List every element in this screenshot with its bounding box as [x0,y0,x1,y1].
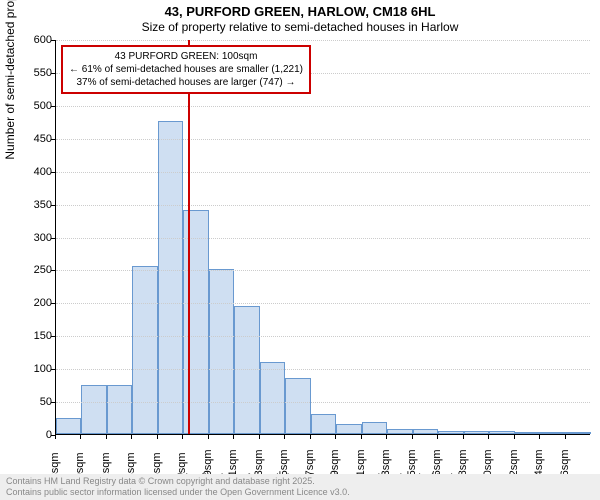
y-tick-label: 500 [34,100,52,112]
footer-attribution: Contains HM Land Registry data © Crown c… [0,474,600,500]
x-tick-mark [233,435,234,439]
histogram-bar [311,414,336,434]
histogram-bar [515,432,540,434]
gridline [56,402,590,403]
x-tick-mark [437,435,438,439]
histogram-bar [362,422,387,434]
x-tick-mark [106,435,107,439]
x-tick-mark [539,435,540,439]
histogram-bar [132,266,157,434]
y-tick-mark [51,106,55,107]
histogram-bar [107,385,132,434]
y-tick-mark [51,73,55,74]
histogram-bar [540,432,565,434]
y-tick-mark [51,40,55,41]
histogram-bar [260,362,285,434]
y-tick-label: 250 [34,264,52,276]
histogram-bar [56,418,81,434]
histogram-bar [81,385,106,434]
x-tick-mark [514,435,515,439]
chart-title: 43, PURFORD GREEN, HARLOW, CM18 6HL [0,4,600,19]
x-tick-mark [157,435,158,439]
x-tick-mark [488,435,489,439]
gridline [56,40,590,41]
x-tick-mark [131,435,132,439]
x-tick-mark [412,435,413,439]
gridline [56,172,590,173]
chart-container: 43, PURFORD GREEN, HARLOW, CM18 6HL Size… [0,0,600,500]
x-tick-mark [208,435,209,439]
y-tick-label: 550 [34,67,52,79]
y-tick-mark [51,369,55,370]
y-tick-mark [51,270,55,271]
y-tick-mark [51,238,55,239]
y-tick-mark [51,205,55,206]
y-tick-label: 150 [34,330,52,342]
x-tick-mark [386,435,387,439]
gridline [56,139,590,140]
x-tick-mark [284,435,285,439]
histogram-bar [285,378,310,434]
x-tick-mark [80,435,81,439]
y-tick-label: 350 [34,199,52,211]
gridline [56,106,590,107]
callout-box: 43 PURFORD GREEN: 100sqm← 61% of semi-de… [61,45,311,94]
gridline [56,336,590,337]
y-tick-label: 200 [34,297,52,309]
y-tick-label: 100 [34,363,52,375]
footer-line1: Contains HM Land Registry data © Crown c… [6,476,594,487]
marker-line [188,40,190,434]
x-tick-mark [335,435,336,439]
gridline [56,205,590,206]
gridline [56,238,590,239]
callout-line: 43 PURFORD GREEN: 100sqm [69,50,303,63]
y-tick-mark [51,303,55,304]
y-tick-label: 450 [34,133,52,145]
x-tick-mark [182,435,183,439]
histogram-bar [566,432,591,434]
x-tick-mark [259,435,260,439]
histogram-bar [158,121,183,434]
plot-area: 43 PURFORD GREEN: 100sqm← 61% of semi-de… [55,40,590,435]
histogram-bar [489,431,514,434]
x-tick-mark [310,435,311,439]
x-tick-mark [361,435,362,439]
gridline [56,303,590,304]
chart-subtitle: Size of property relative to semi-detach… [0,20,600,34]
y-tick-mark [51,172,55,173]
x-tick-mark [565,435,566,439]
callout-line: ← 61% of semi-detached houses are smalle… [69,63,303,76]
x-tick-mark [55,435,56,439]
gridline [56,369,590,370]
histogram-bar [464,431,489,434]
histogram-bar [413,429,438,434]
y-axis-label: Number of semi-detached properties [3,0,17,160]
histogram-bar [209,269,234,434]
y-tick-label: 300 [34,232,52,244]
histogram-bar [183,210,208,434]
y-tick-mark [51,336,55,337]
gridline [56,270,590,271]
callout-line: 37% of semi-detached houses are larger (… [69,76,303,89]
y-tick-label: 600 [34,34,52,46]
histogram-bar [387,429,412,434]
y-tick-mark [51,139,55,140]
y-tick-label: 400 [34,166,52,178]
histogram-bar [336,424,361,434]
footer-line2: Contains public sector information licen… [6,487,594,498]
y-tick-mark [51,402,55,403]
x-tick-mark [463,435,464,439]
histogram-bar [438,431,463,434]
